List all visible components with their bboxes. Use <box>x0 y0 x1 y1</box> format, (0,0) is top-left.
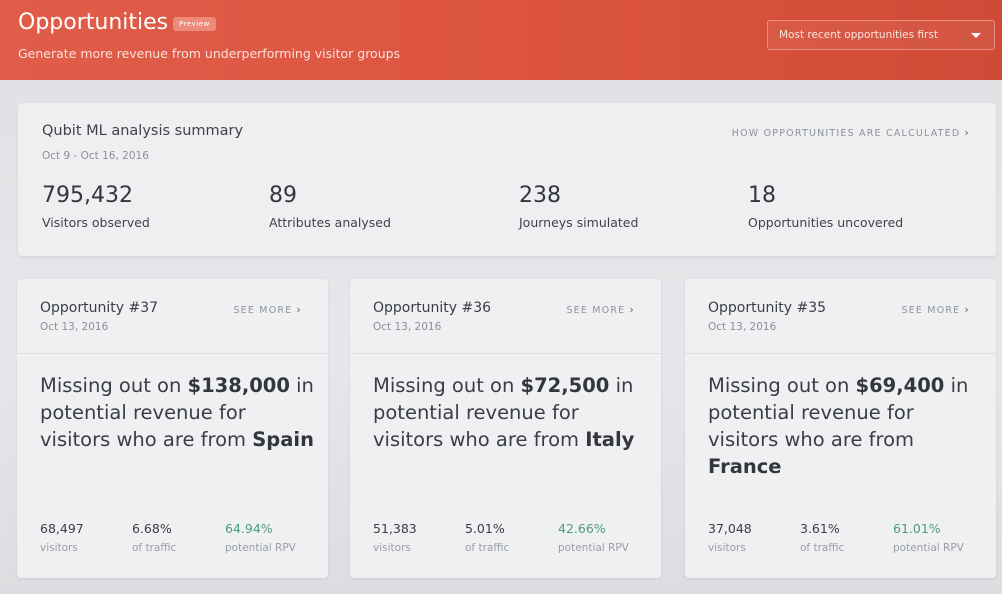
opportunity-date: Oct 13, 2016 <box>708 321 777 333</box>
chevron-right-icon: › <box>964 126 970 139</box>
chevron-right-icon: › <box>629 303 635 316</box>
message-middle: in potential revenue for visitors who ar… <box>708 374 969 451</box>
revenue-amount: $69,400 <box>855 374 945 397</box>
opportunity-card[interactable]: Opportunity #37 Oct 13, 2016 SEE MORE › M… <box>17 279 328 578</box>
metric-label: potential RPV <box>558 542 629 554</box>
opportunity-card-header: Opportunity #35 Oct 13, 2016 SEE MORE › <box>685 279 996 354</box>
summary-date-range: Oct 9 - Oct 16, 2016 <box>42 150 149 162</box>
stat-opportunities-uncovered: 18 Opportunities uncovered <box>748 183 903 230</box>
message-middle: in potential revenue for visitors who ar… <box>373 374 634 451</box>
metric-label: visitors <box>40 542 78 554</box>
opportunity-title: Opportunity #35 <box>708 300 827 316</box>
opportunity-card[interactable]: Opportunity #36 Oct 13, 2016 SEE MORE › M… <box>350 279 661 578</box>
stat-journeys-simulated: 238 Journeys simulated <box>519 183 638 230</box>
country-name: Italy <box>585 428 635 451</box>
metric-potential-rpv: 42.66% potential RPV <box>558 521 629 554</box>
page-subtitle: Generate more revenue from underperformi… <box>18 46 401 61</box>
revenue-amount: $72,500 <box>520 374 610 397</box>
stat-attributes-analysed: 89 Attributes analysed <box>269 183 391 230</box>
opportunity-title: Opportunity #37 <box>40 300 159 316</box>
stat-visitors-observed: 795,432 Visitors observed <box>42 183 150 230</box>
page-header: Opportunities Preview Generate more reve… <box>0 0 1002 80</box>
preview-badge: Preview <box>173 17 216 31</box>
caret-down-icon <box>971 33 981 38</box>
chevron-right-icon: › <box>296 303 302 316</box>
how-calculated-link[interactable]: HOW OPPORTUNITIES ARE CALCULATED › <box>732 126 970 139</box>
metric-value: 37,048 <box>708 521 752 536</box>
stat-label: Opportunities uncovered <box>748 215 904 230</box>
metric-potential-rpv: 64.94% potential RPV <box>225 521 296 554</box>
analysis-summary-card: Qubit ML analysis summary Oct 9 - Oct 16… <box>18 103 996 256</box>
message-middle: in potential revenue for visitors who ar… <box>40 374 314 451</box>
stat-label: Visitors observed <box>42 215 150 230</box>
stat-label: Journeys simulated <box>519 215 639 230</box>
metric-label: of traffic <box>465 542 510 554</box>
see-more-link[interactable]: SEE MORE › <box>566 303 635 316</box>
metric-value: 51,383 <box>373 521 417 536</box>
metric-value: 6.68% <box>132 521 172 536</box>
metric-visitors: 68,497 visitors <box>40 521 84 554</box>
opportunity-card-header: Opportunity #37 Oct 13, 2016 SEE MORE › <box>17 279 328 354</box>
see-more-label: SEE MORE <box>233 305 293 316</box>
stat-value: 89 <box>269 183 297 208</box>
metric-potential-rpv: 61.01% potential RPV <box>893 521 964 554</box>
chevron-right-icon: › <box>964 303 970 316</box>
metric-value: 42.66% <box>558 521 606 536</box>
message-prefix: Missing out on <box>373 374 521 397</box>
stat-value: 238 <box>519 183 561 208</box>
see-more-link[interactable]: SEE MORE › <box>901 303 970 316</box>
country-name: France <box>708 455 782 478</box>
how-calculated-label: HOW OPPORTUNITIES ARE CALCULATED <box>731 128 961 139</box>
sort-dropdown[interactable]: Most recent opportunities first <box>767 20 995 50</box>
opportunity-card-header: Opportunity #36 Oct 13, 2016 SEE MORE › <box>350 279 661 354</box>
metric-visitors: 51,383 visitors <box>373 521 417 554</box>
see-more-link[interactable]: SEE MORE › <box>233 303 302 316</box>
sort-dropdown-value: Most recent opportunities first <box>779 29 938 41</box>
metric-label: of traffic <box>800 542 845 554</box>
country-name: Spain <box>252 428 314 451</box>
metric-label: of traffic <box>132 542 177 554</box>
metric-label: potential RPV <box>225 542 296 554</box>
opportunity-date: Oct 13, 2016 <box>373 321 442 333</box>
metric-traffic: 6.68% of traffic <box>132 521 176 554</box>
metric-label: potential RPV <box>893 542 964 554</box>
opportunity-message: Missing out on $138,000 in potential rev… <box>40 372 320 453</box>
revenue-amount: $138,000 <box>187 374 290 397</box>
message-prefix: Missing out on <box>708 374 856 397</box>
message-prefix: Missing out on <box>40 374 188 397</box>
opportunity-title: Opportunity #36 <box>373 300 492 316</box>
opportunity-message: Missing out on $69,400 in potential reve… <box>708 372 988 480</box>
opportunity-card[interactable]: Opportunity #35 Oct 13, 2016 SEE MORE › M… <box>685 279 996 578</box>
metric-value: 5.01% <box>465 521 505 536</box>
stat-label: Attributes analysed <box>269 215 391 230</box>
see-more-label: SEE MORE <box>566 305 626 316</box>
page-title: Opportunities <box>18 10 169 35</box>
metric-value: 64.94% <box>225 521 273 536</box>
metric-visitors: 37,048 visitors <box>708 521 752 554</box>
metric-value: 68,497 <box>40 521 84 536</box>
metric-value: 3.61% <box>800 521 840 536</box>
metric-value: 61.01% <box>893 521 941 536</box>
stat-value: 18 <box>748 183 776 208</box>
metric-traffic: 5.01% of traffic <box>465 521 509 554</box>
metric-label: visitors <box>373 542 411 554</box>
metric-traffic: 3.61% of traffic <box>800 521 844 554</box>
stat-value: 795,432 <box>42 183 133 208</box>
metric-label: visitors <box>708 542 746 554</box>
summary-title: Qubit ML analysis summary <box>42 123 244 139</box>
see-more-label: SEE MORE <box>901 305 961 316</box>
opportunity-date: Oct 13, 2016 <box>40 321 109 333</box>
opportunity-message: Missing out on $72,500 in potential reve… <box>373 372 653 453</box>
